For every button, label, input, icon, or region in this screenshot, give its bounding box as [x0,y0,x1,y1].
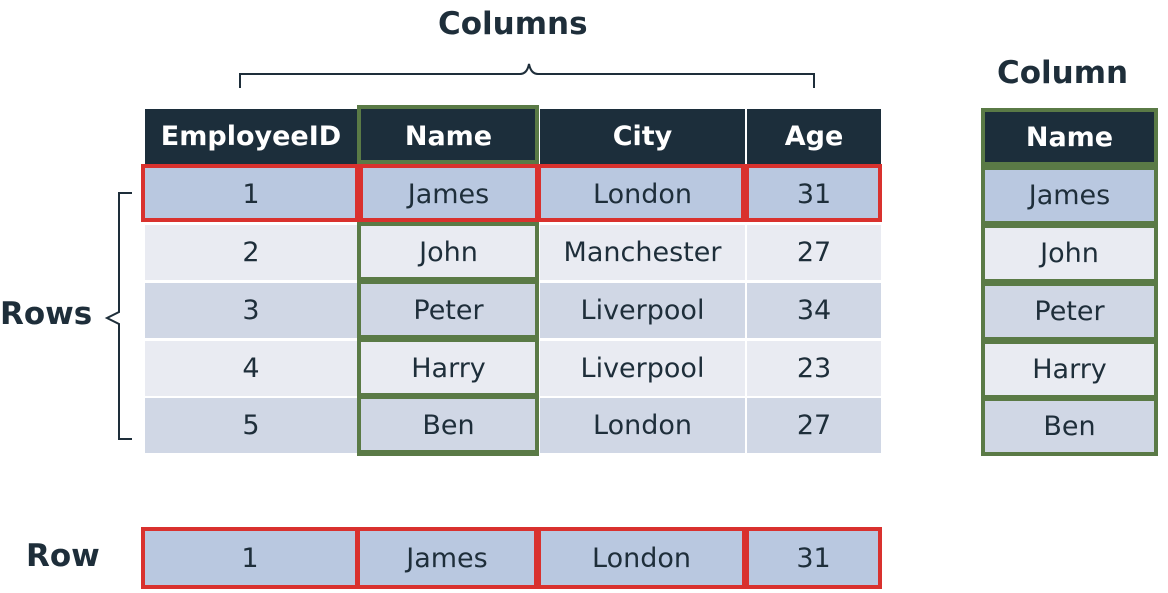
header-cell: Age [747,109,881,164]
single-column-cell: Ben [985,401,1154,452]
single-row-cell: James [360,531,534,585]
table-cell: John [359,225,538,280]
single-column-cell: James [985,170,1154,221]
table-cell: 5 [145,398,357,453]
table-cell: Harry [359,341,538,396]
header-cell: EmployeeID [145,109,357,164]
table-cell: 34 [747,283,881,338]
rows-brace [104,192,132,440]
table-cell: Liverpool [540,283,745,338]
columns-brace [239,63,815,88]
column-label: Column [997,55,1129,91]
table-cell: 23 [747,341,881,396]
table-cell: London [540,398,745,453]
table-cell: 3 [145,283,357,338]
table-cell: 1 [145,167,357,222]
single-column-cell: Harry [985,344,1154,395]
rows-label: Rows [0,296,93,332]
single-column-header: Name [985,112,1154,162]
table-cell: Manchester [540,225,745,280]
header-cell: Name [359,109,538,164]
table-cell: 4 [145,341,357,396]
row-label: Row [26,538,100,574]
table-cell: 27 [747,398,881,453]
table-cell: London [540,167,745,222]
header-cell: City [540,109,745,164]
table-cell: Peter [359,283,538,338]
table-cell: James [359,167,538,222]
single-column-cell: John [985,228,1154,279]
table-cell: Ben [359,398,538,453]
single-column-cell: Peter [985,286,1154,337]
single-row-cell: London [541,531,742,585]
table-cell: 31 [747,167,881,222]
table-cell: 27 [747,225,881,280]
single-row-cell: 1 [145,531,355,585]
table-cell: Liverpool [540,341,745,396]
columns-label: Columns [438,6,588,42]
table-cell: 2 [145,225,357,280]
single-row-cell: 31 [749,531,878,585]
